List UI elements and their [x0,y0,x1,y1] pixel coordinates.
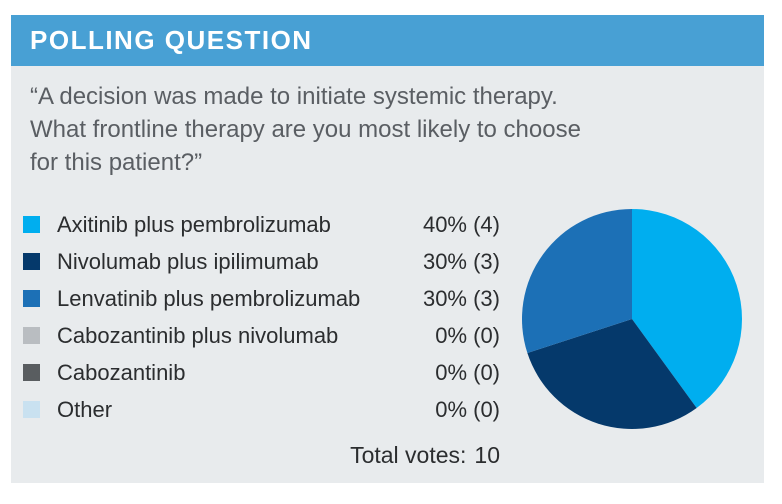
legend-swatch [23,290,40,307]
legend-swatch [23,401,40,418]
legend-value: 40% (4) [422,211,500,237]
legend-label: Other [57,396,113,422]
total-votes-label: Total votes: [350,442,467,468]
legend-swatch [23,216,40,233]
legend-label: Axitinib plus pembrolizumab [57,211,331,237]
legend-row-0: Axitinib plus pembrolizumab 40% (4) [23,206,500,243]
panel-header: POLLING QUESTION [11,15,764,66]
total-votes-value: 10 [474,442,500,468]
legend-swatch [23,327,40,344]
pie-slice-1 [527,319,697,430]
pie-chart [521,209,743,430]
pie-slice-2 [521,209,632,353]
legend-label: Cabozantinib [57,359,186,385]
panel-body: “A decision was made to initiate systemi… [11,66,764,483]
total-votes: Total votes: 10 [23,442,500,469]
question-text: “A decision was made to initiate systemi… [30,83,581,176]
legend-row-3: Cabozantinib plus nivolumab 0% (0) [23,317,500,354]
legend-row-1: Nivolumab plus ipilimumab 30% (3) [23,243,500,280]
legend-value: 30% (3) [422,248,500,274]
legend-label: Lenvatinib plus pembrolizumab [57,285,361,311]
legend-row-5: Other 0% (0) [23,391,500,428]
legend-value: 30% (3) [422,285,500,311]
legend-swatch [23,253,40,270]
legend-swatch [23,364,40,381]
legend-label: Nivolumab plus ipilimumab [57,248,319,274]
pie-chart-container [521,208,743,430]
polling-card: POLLING QUESTION “A decision was made to… [11,15,764,483]
legend-row-2: Lenvatinib plus pembrolizumab 30% (3) [23,280,500,317]
legend-value: 0% (0) [435,322,500,348]
pie-slice-0 [632,209,743,408]
poll-legend: Axitinib plus pembrolizumab 40% (4) Nivo… [23,206,500,428]
page-title: POLLING QUESTION [30,25,313,55]
legend-label: Cabozantinib plus nivolumab [57,322,339,348]
legend-value: 0% (0) [435,359,500,385]
legend-row-4: Cabozantinib 0% (0) [23,354,500,391]
legend-value: 0% (0) [435,396,500,422]
